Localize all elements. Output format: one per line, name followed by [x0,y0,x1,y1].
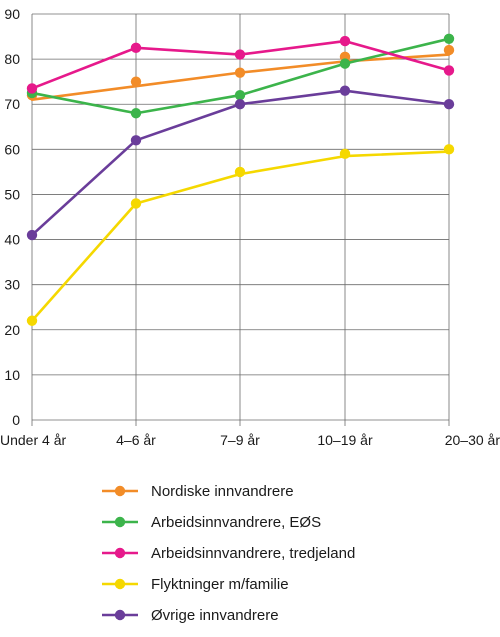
data-point [130,198,142,209]
series-line [30,89,451,237]
legend-swatch-marker [114,516,126,528]
legend-item: Flyktninger m/familie [102,576,289,593]
data-point [130,76,142,87]
legend-item: Øvrige innvandrere [102,607,279,624]
y-tick-label: 10 [4,367,20,383]
legend-label: Arbeidsinnvandrere, tredjeland [151,545,355,562]
series-4 [26,85,455,241]
y-tick-label: 50 [4,186,20,202]
series-layer [26,33,455,326]
data-point [339,148,351,160]
x-tick-label: 10–19 år [317,432,373,448]
x-tick-label: Under 4 år [0,432,66,448]
x-axis: Under 4 år 4–6 år 7–9 år 10–19 år 20–30 år [0,420,500,448]
y-tick-label: 0 [12,412,20,428]
y-axis: 0 10 20 30 40 50 60 70 80 90 [4,6,20,428]
series-line [30,39,451,90]
data-point [234,99,246,110]
data-point [339,85,351,96]
legend-label: Arbeidsinnvandrere, EØS [151,514,321,531]
data-point [443,33,455,45]
data-point [443,44,455,56]
data-point [130,108,142,119]
data-point [234,67,246,78]
data-point [26,229,38,241]
data-point [234,49,246,60]
data-point [339,58,351,69]
y-tick-label: 30 [4,277,20,293]
data-point [339,35,351,47]
y-tick-label: 90 [4,6,20,22]
data-point [130,42,142,54]
series-3 [26,144,455,326]
legend-label: Nordiske innvandrere [151,483,294,500]
data-point [234,90,246,101]
y-tick-label: 20 [4,322,20,338]
y-tick-label: 70 [4,96,20,112]
legend-swatch-marker [114,485,126,497]
legend-swatch-marker [114,609,126,621]
x-tick-label: 20–30 år [445,432,500,448]
legend: Nordiske innvandrere Arbeidsinnvandrere, … [102,483,355,624]
data-point [26,83,38,94]
legend-label: Flyktninger m/familie [151,576,289,593]
data-point [26,315,38,326]
data-point [130,135,142,146]
legend-item: Arbeidsinnvandrere, tredjeland [102,545,355,562]
legend-item: Arbeidsinnvandrere, EØS [102,514,321,531]
data-point [443,99,455,110]
data-point [443,65,455,76]
y-tick-label: 40 [4,232,20,248]
legend-label: Øvrige innvandrere [151,607,279,624]
legend-item: Nordiske innvandrere [102,483,294,500]
y-tick-label: 60 [4,141,20,157]
legend-swatch-marker [114,578,126,590]
x-tick-label: 4–6 år [116,432,156,448]
data-point [234,166,246,178]
series-2 [26,35,455,94]
x-tick-label: 7–9 år [220,432,260,448]
data-point [443,144,455,155]
y-tick-label: 80 [4,51,20,67]
legend-swatch-marker [114,547,126,559]
